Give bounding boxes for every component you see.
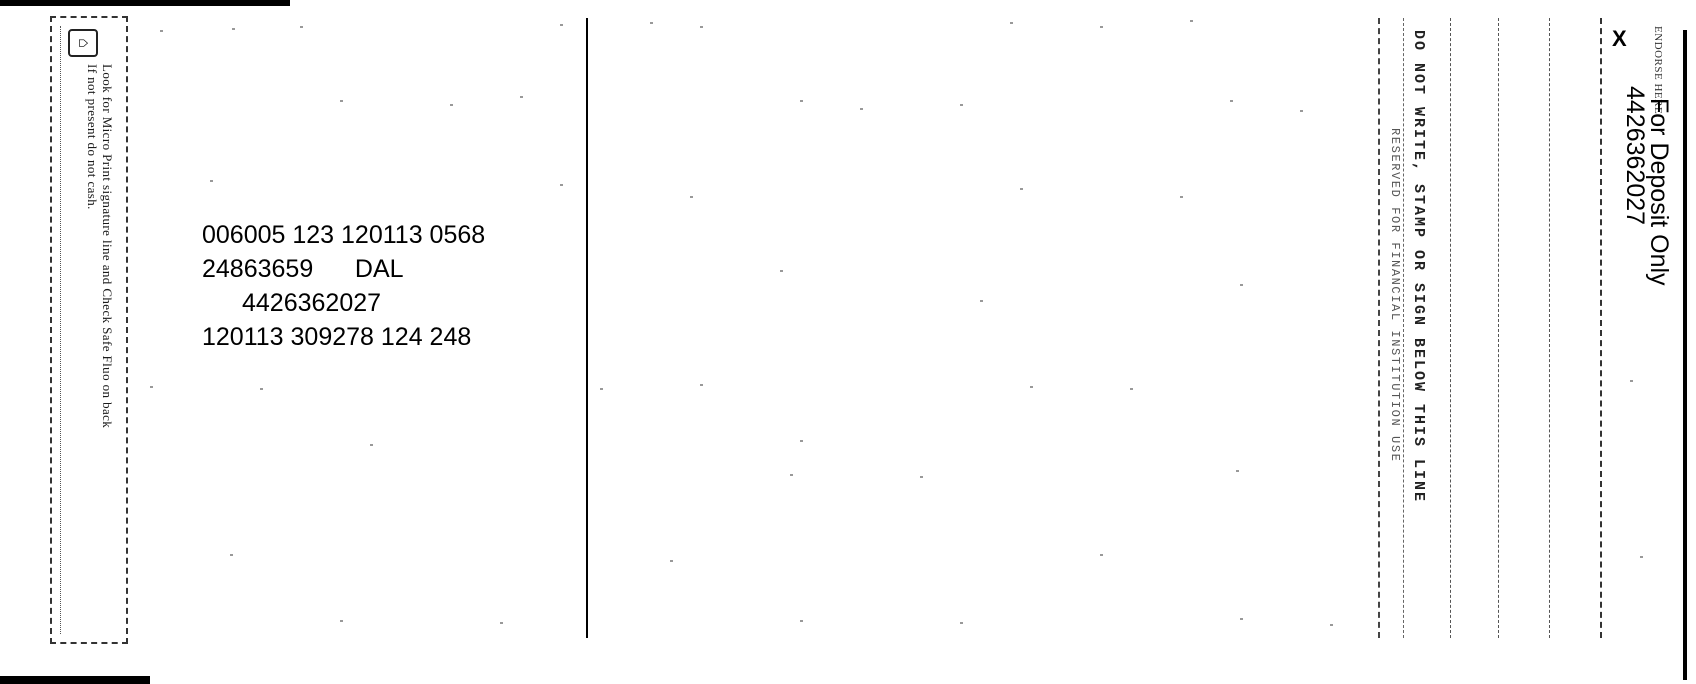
stamp-line-2: 24863659 DAL [202,252,485,286]
scan-edge-right [1683,30,1687,680]
security-text-line2: If not present do not cash. [85,64,100,210]
do-not-write-notice: DO NOT WRITE, STAMP OR SIGN BELOW THIS L… [1410,30,1427,504]
security-strip-divider [60,26,61,634]
stamp-location: DAL [354,255,404,283]
endorsement-deposit-text: For Deposit Only [1645,98,1673,286]
endorsement-account-number: 4426362027 [1621,86,1649,226]
security-text-line1: Look for Micro Print signature line and … [100,64,115,429]
stamp-line-1: 006005 123 120113 0568 [202,221,486,249]
column-divider-dashed [1600,18,1602,638]
endorse-x-mark: X [1612,26,1627,51]
column-divider-dashed [1378,18,1380,638]
reserved-notice: RESERVED FOR FINANCIAL INSTITUTION USE [1388,128,1402,463]
stamp-line-4: 120113 309278 124 248 [202,323,472,351]
lock-icon: ⌂ [68,29,98,57]
scan-edge-bottom [0,676,150,684]
column-divider [586,18,588,638]
security-strip [50,16,128,644]
column-divider-dashed [1498,18,1499,638]
column-divider-dashed [1549,18,1550,638]
endorse-label: ENDORSE HERE [1652,26,1664,115]
stamp-sequence: 24863659 [202,255,314,283]
stamp-line-3: 4426362027 [242,289,382,317]
bank-stamp: 006005 123 120113 0568 24863659 DAL 4426… [202,218,485,354]
scan-edge-top [0,0,290,6]
column-divider-dashed [1403,18,1404,638]
column-divider-dashed [1450,18,1451,638]
